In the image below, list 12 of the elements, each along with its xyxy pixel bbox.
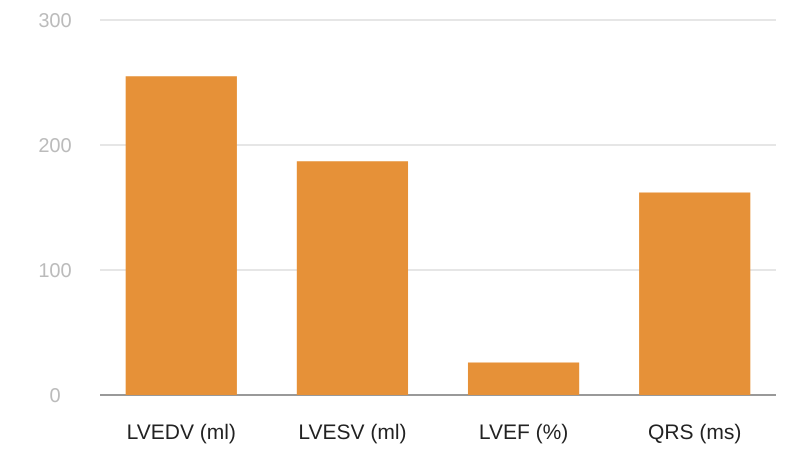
bar xyxy=(296,161,408,395)
y-tick-label: 300 xyxy=(38,10,72,32)
x-tick-label: LVESV (ml) xyxy=(298,421,406,444)
y-tick-label: 0 xyxy=(49,385,61,407)
y-tick-label: 100 xyxy=(38,260,72,282)
y-tick-label: 200 xyxy=(38,135,72,157)
x-tick-label: QRS (ms) xyxy=(648,421,742,444)
x-tick-label: LVEDV (ml) xyxy=(126,421,236,444)
bar xyxy=(468,362,580,395)
x-tick-label: LVEF (%) xyxy=(478,421,568,444)
bar xyxy=(639,192,750,395)
bar xyxy=(126,76,237,395)
